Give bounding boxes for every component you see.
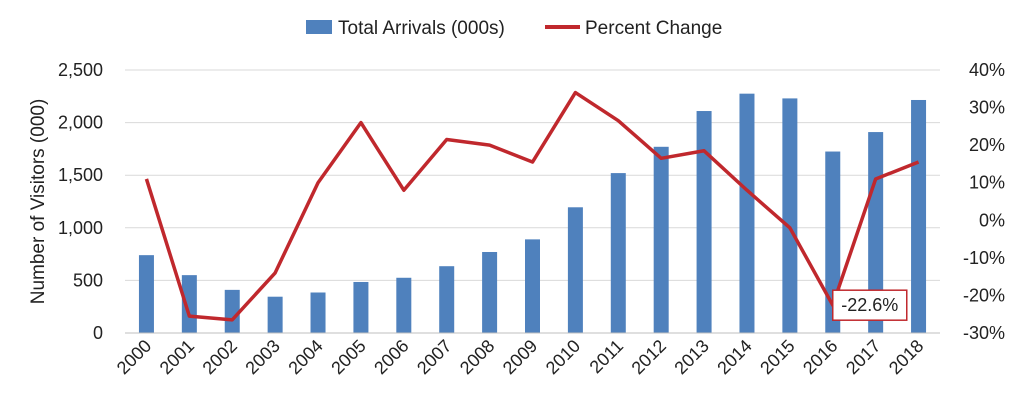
x-tick-label: 2017: [842, 336, 884, 378]
x-tick-label: 2003: [242, 336, 284, 378]
bar: [825, 151, 841, 333]
bar: [739, 93, 755, 333]
x-tick-label: 2007: [413, 336, 455, 378]
x-tick-label: 2018: [885, 336, 927, 378]
y2-tick-label: 30%: [969, 98, 1005, 118]
bar: [396, 277, 412, 333]
annotation-label: -22.6%: [841, 295, 898, 315]
x-tick-label: 2013: [670, 336, 712, 378]
y-tick-label: 1,500: [58, 165, 103, 185]
x-tick-label: 2001: [156, 336, 198, 378]
y2-tick-label: -10%: [963, 248, 1005, 268]
x-tick-label: 2009: [499, 336, 541, 378]
x-tick-label: 2016: [799, 336, 841, 378]
x-tick-label: 2010: [542, 336, 584, 378]
y2-tick-label: -20%: [963, 285, 1005, 305]
x-tick-label: 2005: [327, 336, 369, 378]
left-axis-ticks: 0 500 1,000 1,500 2,000 2,500: [58, 60, 103, 343]
legend-swatch-arrivals: [306, 20, 332, 34]
bar-series: [138, 93, 927, 334]
x-tick-label: 2000: [113, 336, 155, 378]
bar: [610, 173, 626, 333]
annotation: -22.6%: [832, 289, 908, 321]
bar: [567, 207, 583, 333]
bar: [525, 239, 540, 333]
bar: [224, 289, 240, 333]
gridlines: [125, 69, 940, 281]
y2-tick-label: 0%: [979, 210, 1005, 230]
bar: [267, 296, 283, 333]
bar: [696, 111, 712, 333]
y-tick-label: 0: [93, 323, 103, 343]
bar: [868, 132, 884, 333]
y-tick-label: 2,000: [58, 113, 103, 133]
x-tick-label: 2011: [586, 336, 628, 378]
bar: [911, 99, 927, 334]
x-tick-label: 2008: [456, 336, 498, 378]
annotation-box: [832, 289, 908, 321]
bar: [439, 266, 455, 333]
y2-tick-label: 40%: [969, 60, 1005, 80]
y2-tick-label: -30%: [963, 323, 1005, 343]
bar: [310, 292, 326, 333]
x-tick-label: 2012: [628, 336, 670, 378]
legend-label-arrivals: Total Arrivals (000s): [338, 18, 505, 39]
bar: [181, 275, 197, 333]
bar: [353, 281, 369, 333]
bar: [138, 255, 154, 333]
bar: [482, 251, 498, 333]
y2-tick-label: 10%: [969, 173, 1005, 193]
x-tick-label: 2015: [756, 336, 798, 378]
x-tick-label: 2006: [370, 336, 412, 378]
y-axis-title: Number of Visitors (000): [28, 99, 49, 305]
right-axis-ticks: -30% -20% -10% 0% 10% 20% 30% 40%: [963, 60, 1005, 343]
x-tick-label: 2002: [199, 336, 241, 378]
x-axis-ticks: 2000 2001 2002 2003 2004 2005 2006 2007 2008 2009…: [113, 336, 928, 378]
y-tick-label: 500: [73, 270, 103, 290]
y2-tick-label: 20%: [969, 135, 1005, 155]
y-tick-label: 1,000: [58, 218, 103, 238]
y-tick-label: 2,500: [58, 60, 103, 80]
legend-label-percent-change: Percent Change: [585, 18, 722, 39]
legend: Total Arrivals (000s) Percent Change: [306, 18, 722, 39]
bar: [653, 146, 669, 333]
bar: [782, 98, 798, 334]
x-tick-label: 2004: [284, 336, 326, 378]
x-tick-label: 2014: [713, 336, 755, 378]
